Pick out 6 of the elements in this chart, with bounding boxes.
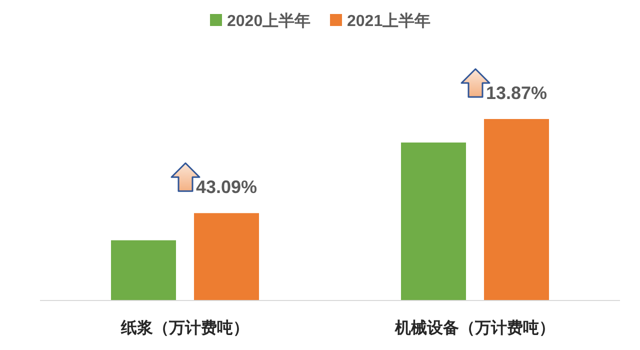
x-tick-label: 机械设备（万计费吨） <box>394 319 555 337</box>
legend-label: 2020上半年 <box>227 12 311 30</box>
annotation: 43.09% <box>196 177 258 198</box>
legend-label: 2021上半年 <box>347 12 431 30</box>
text: 13.87% <box>486 83 548 103</box>
x-tick-label: 纸浆（万计费吨） <box>120 319 249 337</box>
